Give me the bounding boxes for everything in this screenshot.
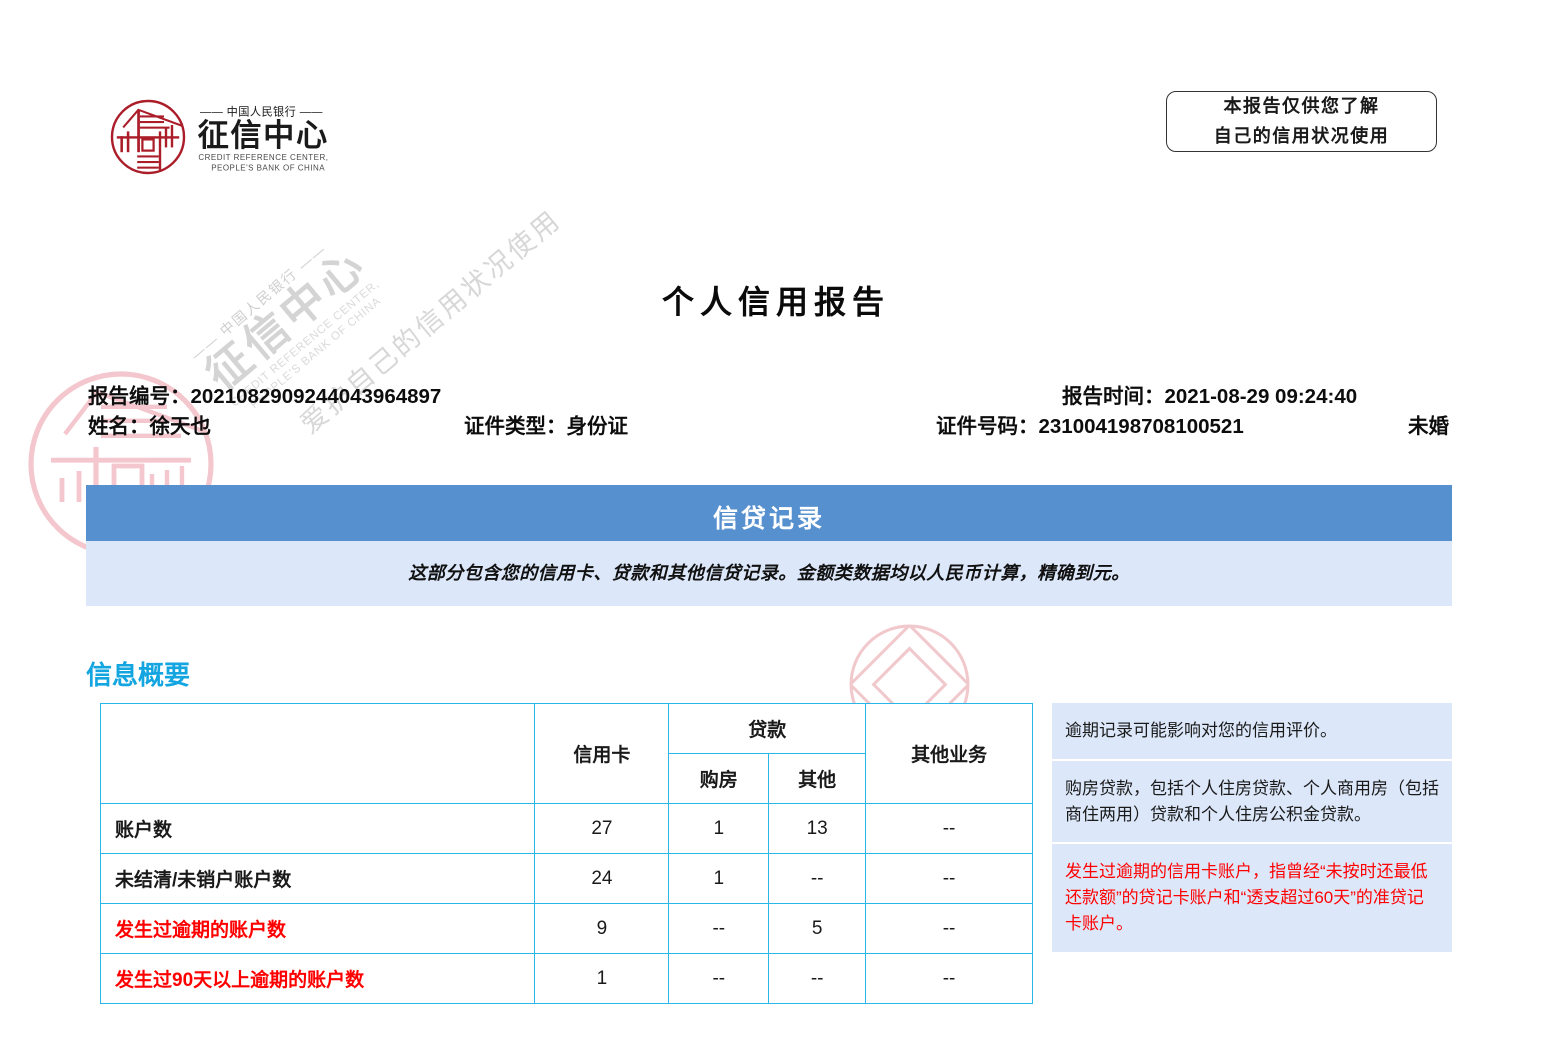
svg-text:征信中心: 征信中心 xyxy=(198,118,329,153)
svg-text:—— 中国人民银行 ——: —— 中国人民银行 —— xyxy=(200,104,323,118)
svg-text:CREDIT REFERENCE CENTER,: CREDIT REFERENCE CENTER, xyxy=(198,153,328,162)
svg-text:PEOPLE'S BANK OF CHINA: PEOPLE'S BANK OF CHINA xyxy=(211,164,325,173)
